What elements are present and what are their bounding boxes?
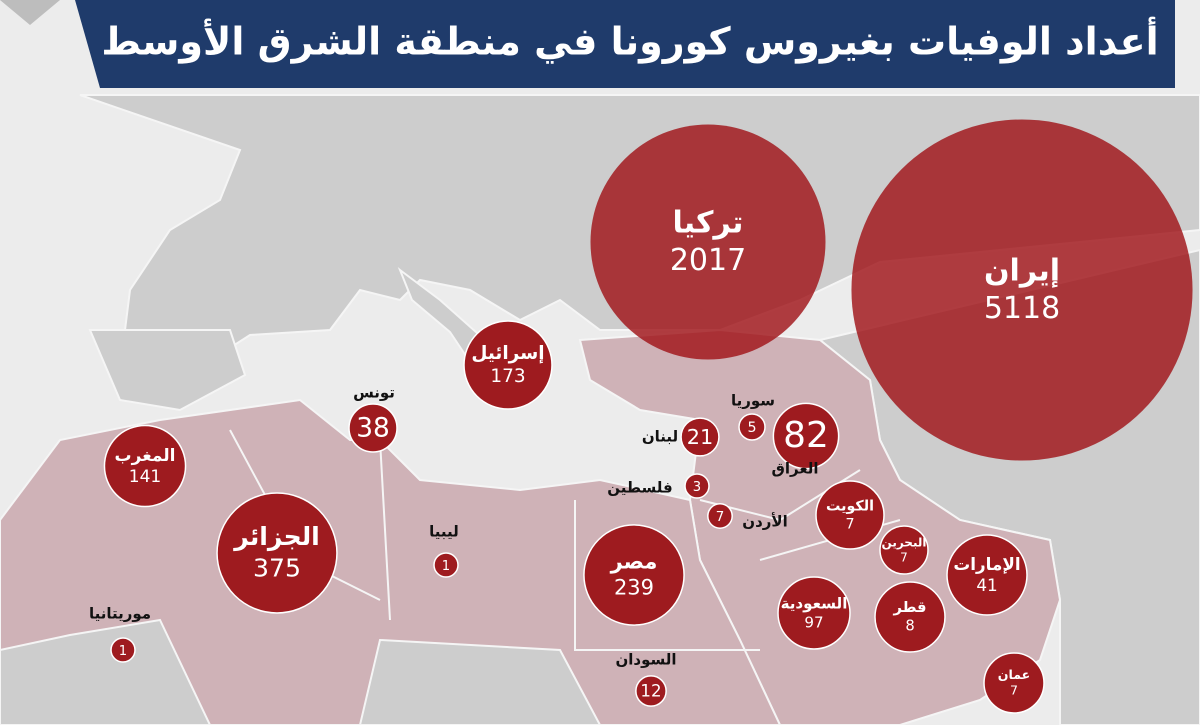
iberia [88, 329, 247, 412]
country-name: المغرب [115, 446, 176, 466]
bubble [851, 119, 1193, 461]
bubble [583, 524, 685, 626]
country-name: الجزائر [232, 522, 320, 552]
country-name: السعودية [781, 594, 848, 612]
country-name: العراق [771, 460, 818, 478]
bubble [635, 675, 667, 707]
country-name: إيران [984, 254, 1060, 289]
bubble [707, 503, 733, 529]
country-name: مصر [610, 548, 658, 573]
death-count: 41 [976, 575, 997, 595]
country-name: فلسطين [607, 479, 672, 497]
title-banner [75, 0, 1175, 88]
bubble [772, 402, 840, 470]
death-count: 173 [490, 366, 525, 387]
country-name: البحرين [882, 535, 927, 549]
country-name: إسرائيل [471, 343, 544, 364]
death-count: 2017 [670, 243, 746, 278]
bubble [777, 576, 851, 650]
country-name: تركيا [673, 206, 744, 241]
central-africa [358, 638, 602, 725]
death-count: 239 [614, 575, 654, 600]
country-name: تونس [353, 384, 395, 402]
bubble [216, 492, 338, 614]
bubble [348, 403, 398, 453]
title: أعداد الوفيات بغيروس كورونا في منطقة الش… [101, 17, 1158, 65]
bubble [879, 525, 929, 575]
bubble [983, 652, 1045, 714]
bubble [946, 534, 1028, 616]
country-name: الأردن [742, 513, 787, 531]
death-count: 7 [900, 550, 908, 564]
death-count: 1 [119, 644, 127, 659]
country-name: السودان [615, 651, 676, 669]
bubble [815, 480, 885, 550]
death-count: 21 [687, 425, 713, 449]
bubble [433, 552, 459, 578]
bubble [463, 320, 553, 410]
bubble [590, 124, 826, 360]
death-count: 5118 [984, 291, 1060, 326]
death-count: 8 [905, 618, 914, 635]
bubble [874, 581, 946, 653]
death-count: 7 [1010, 683, 1018, 698]
death-count: 7 [845, 516, 854, 532]
country-name: عمان [998, 667, 1031, 682]
death-count: 12 [640, 682, 661, 701]
country-name: موريتانيا [89, 605, 151, 623]
death-count: 7 [716, 510, 725, 525]
death-count: 141 [129, 467, 161, 487]
country-name: سوريا [731, 392, 775, 410]
death-count: 38 [356, 414, 390, 444]
bubble [684, 473, 710, 499]
west-africa [0, 618, 212, 725]
country-name: الكويت [826, 498, 874, 514]
death-count: 5 [747, 420, 756, 436]
bubble [103, 424, 187, 508]
death-count: 82 [783, 415, 829, 456]
country-name: قطر [892, 599, 926, 616]
north-africa [0, 398, 782, 725]
country-name: الإمارات [953, 554, 1020, 574]
country-name: ليبيا [429, 523, 459, 541]
country-name: لبنان [642, 428, 678, 446]
death-count: 3 [693, 480, 701, 495]
bubble [738, 413, 766, 441]
corner-shape [0, 0, 60, 25]
bubble [680, 417, 720, 457]
death-count: 375 [253, 553, 301, 582]
bubble [110, 637, 136, 663]
death-count: 97 [804, 613, 823, 631]
death-count: 1 [442, 559, 450, 574]
